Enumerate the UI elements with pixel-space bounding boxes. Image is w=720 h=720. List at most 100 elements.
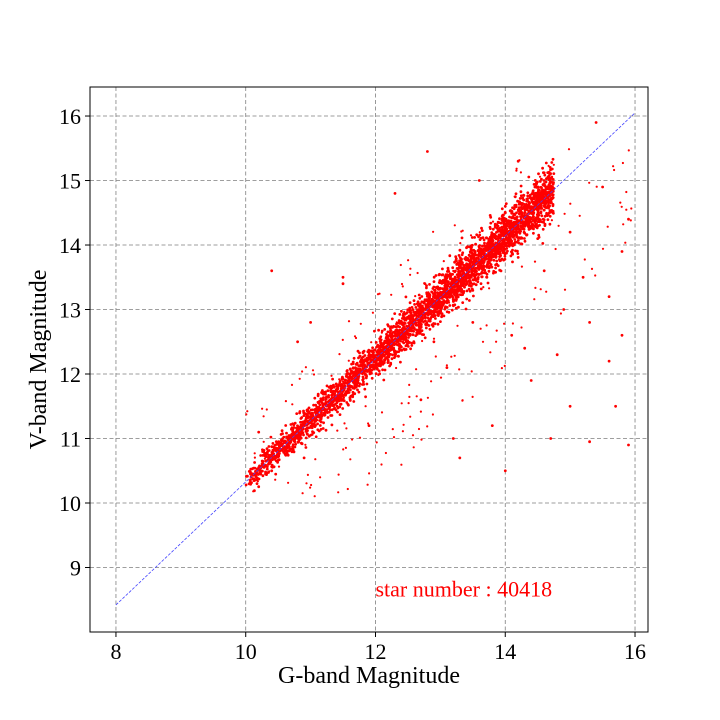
scatter-point: [370, 368, 374, 372]
scatter-point: [431, 303, 435, 307]
scatter-point: [454, 299, 458, 302]
scatter-point: [415, 395, 418, 398]
scatter-point: [472, 257, 475, 261]
scatter-point: [308, 419, 312, 422]
scatter-point: [337, 491, 340, 494]
scatter-point: [594, 274, 597, 277]
scatter-point: [509, 237, 512, 240]
scatter-point: [396, 343, 399, 347]
scatter-point: [536, 180, 539, 184]
scatter-point: [448, 295, 452, 299]
scatter-point: [474, 253, 478, 257]
scatter-point: [485, 324, 488, 327]
scatter-point: [458, 248, 462, 252]
scatter-point: [263, 454, 267, 458]
scatter-point: [448, 289, 451, 293]
scatter-point: [456, 293, 459, 297]
scatter-point: [488, 214, 492, 217]
scatter-point: [363, 365, 367, 368]
scatter-point: [331, 389, 335, 393]
scatter-point: [420, 438, 423, 441]
scatter-point: [361, 350, 365, 354]
scatter-point: [547, 174, 551, 178]
scatter-point: [537, 188, 540, 191]
scatter-point: [543, 173, 547, 177]
scatter-point: [458, 256, 462, 259]
scatter-point: [547, 184, 550, 188]
scatter-point: [467, 273, 470, 277]
scatter-point: [474, 266, 478, 270]
scatter-point: [337, 473, 340, 476]
scatter-point: [336, 410, 339, 414]
scatter-point: [532, 231, 535, 235]
scatter-point: [255, 482, 259, 485]
scatter-point: [391, 353, 394, 357]
scatter-point: [550, 176, 553, 180]
scatter-point: [479, 253, 482, 257]
scatter-point: [490, 232, 494, 236]
scatter-point: [427, 305, 430, 309]
scatter-point: [402, 347, 406, 351]
scatter-point: [376, 293, 380, 296]
scatter-point: [379, 338, 383, 342]
scatter-point: [390, 317, 394, 321]
scatter-point: [516, 208, 520, 212]
scatter-point: [530, 220, 533, 224]
scatter-point: [460, 268, 463, 271]
scatter-point: [498, 217, 501, 221]
scatter-point: [284, 400, 287, 403]
scatter-point: [544, 185, 548, 189]
scatter-point: [311, 422, 314, 426]
scatter-point: [398, 325, 401, 329]
scatter-point: [468, 282, 472, 285]
scatter-point: [514, 220, 518, 224]
scatter-point: [411, 308, 415, 312]
scatter-point: [265, 473, 268, 476]
scatter-point: [522, 227, 526, 230]
scatter-point: [324, 398, 327, 402]
scatter-point: [479, 287, 483, 291]
scatter-point: [500, 232, 504, 236]
scatter-point: [364, 405, 367, 408]
scatter-point: [546, 218, 550, 222]
scatter-point: [621, 161, 625, 165]
scatter-point: [305, 482, 308, 485]
scatter-point: [445, 275, 449, 279]
scatter-point: [467, 287, 471, 291]
scatter-point: [270, 269, 274, 273]
scatter-point: [265, 451, 268, 455]
y-tick-label: 12: [59, 362, 81, 387]
scatter-point: [357, 390, 361, 394]
scatter-point: [262, 415, 265, 418]
scatter-point: [348, 384, 352, 388]
scatter-point: [400, 348, 404, 352]
scatter-point: [253, 461, 256, 464]
scatter-point: [341, 377, 345, 381]
scatter-point: [526, 194, 530, 198]
scatter-point: [270, 463, 274, 467]
scatter-point: [372, 366, 376, 369]
scatter-point: [410, 329, 413, 333]
scatter-point: [540, 177, 543, 181]
scatter-point: [380, 463, 383, 466]
scatter-point: [511, 230, 514, 234]
reference-line: [115, 112, 636, 606]
scatter-point: [430, 314, 434, 317]
scatter-point: [385, 332, 388, 336]
scatter-point: [379, 341, 383, 345]
scatter-point: [365, 382, 369, 386]
scatter-point: [422, 301, 425, 304]
scatter-point: [516, 159, 520, 163]
scatter-point: [247, 470, 251, 473]
scatter-point: [270, 445, 274, 449]
scatter-point: [310, 433, 314, 436]
scatter-point: [375, 441, 378, 444]
x-tick-label: 8: [110, 639, 121, 664]
scatter-point: [532, 227, 535, 231]
y-axis-label: V-band Magnitude: [26, 270, 52, 450]
scatter-point: [540, 214, 544, 218]
scatter-point: [460, 278, 464, 282]
scatter-point: [316, 428, 320, 432]
scatter-point: [503, 211, 507, 215]
scatter-point: [351, 390, 355, 394]
